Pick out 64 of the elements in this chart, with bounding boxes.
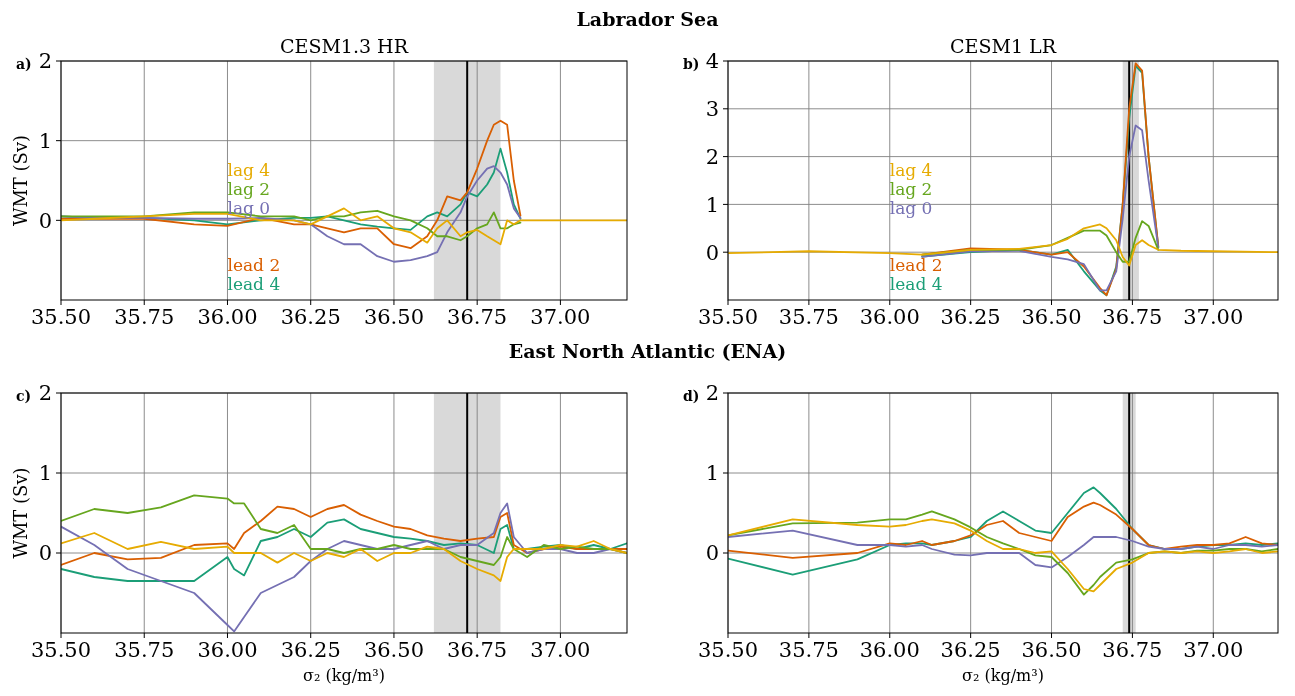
text: lag 4 <box>227 159 271 180</box>
y-tick-label: 2 <box>705 144 719 169</box>
x-tick-label: 35.75 <box>114 305 175 329</box>
y-axis-title: WMT (Sv) <box>10 134 31 227</box>
x-axis-title: σ₂ (kg/m³) <box>962 666 1044 685</box>
x-tick-label: 36.25 <box>940 305 1001 329</box>
x-tick-label: 35.50 <box>697 305 759 329</box>
y-tick-label: 2 <box>38 381 52 406</box>
line-series <box>728 529 1278 569</box>
x-tick-label: 35.50 <box>30 305 92 329</box>
line-series <box>61 532 627 582</box>
y-tick-label: 4 <box>705 49 719 74</box>
line-series <box>61 518 627 582</box>
x-tick-label: 36.50 <box>363 638 424 662</box>
text: East North Atlantic (ENA) <box>508 340 787 362</box>
y-tick-label: 1 <box>38 129 52 154</box>
text: d) <box>683 388 700 404</box>
y-tick-label: 2 <box>705 381 719 406</box>
x-tick-label: 35.50 <box>30 638 92 662</box>
x-tick-label: 35.75 <box>778 638 839 662</box>
y-tick-label: 0 <box>38 208 52 233</box>
x-tick-label: 36.75 <box>447 305 508 329</box>
x-tick-label: 36.00 <box>197 305 258 329</box>
y-axis-title: WMT (Sv) <box>10 467 31 559</box>
x-tick-label: 37.00 <box>530 305 591 329</box>
x-tick-label: 35.50 <box>697 638 759 662</box>
text: lead 4 <box>227 273 281 294</box>
x-tick-label: 36.75 <box>1102 638 1163 662</box>
x-tick-label: 36.25 <box>280 305 341 329</box>
x-tick-label: 36.50 <box>1021 638 1082 662</box>
y-tick-label: 1 <box>705 461 719 486</box>
text: lag 4 <box>889 159 933 180</box>
line-series <box>61 119 522 250</box>
x-tick-label: 36.75 <box>1102 305 1163 329</box>
y-tick-label: 0 <box>705 240 719 265</box>
x-tick-label: 36.25 <box>940 638 1001 662</box>
text: b) <box>683 56 700 72</box>
text: Labrador Sea <box>576 8 719 30</box>
x-tick-label: 37.00 <box>1183 638 1244 662</box>
x-axis-title: σ₂ (kg/m³) <box>303 666 385 685</box>
y-tick-label: 1 <box>705 192 719 217</box>
text: c) <box>16 388 32 404</box>
x-tick-label: 36.00 <box>859 305 920 329</box>
x-tick-label: 37.00 <box>1183 305 1244 329</box>
x-tick-label: 37.00 <box>530 638 591 662</box>
y-tick-label: 2 <box>38 49 52 74</box>
x-tick-label: 36.50 <box>1021 305 1082 329</box>
x-tick-label: 36.00 <box>859 638 920 662</box>
chart-title: CESM1 LR <box>950 35 1057 57</box>
y-tick-label: 0 <box>705 541 719 566</box>
x-tick-label: 36.50 <box>363 305 424 329</box>
x-tick-label: 36.75 <box>447 638 508 662</box>
x-tick-label: 36.00 <box>197 638 258 662</box>
text: a) <box>16 56 32 72</box>
series-label: lead 2 <box>889 254 943 275</box>
x-tick-label: 35.75 <box>114 638 175 662</box>
y-tick-label: 0 <box>38 541 52 566</box>
x-tick-label: 36.25 <box>280 638 341 662</box>
y-tick-label: 1 <box>38 461 52 486</box>
chart-title: CESM1.3 HR <box>279 35 409 57</box>
series-label: lead 2 <box>227 254 281 275</box>
series-label: lead 4 <box>889 273 943 294</box>
x-tick-label: 35.75 <box>778 305 839 329</box>
y-tick-label: 3 <box>705 97 719 122</box>
